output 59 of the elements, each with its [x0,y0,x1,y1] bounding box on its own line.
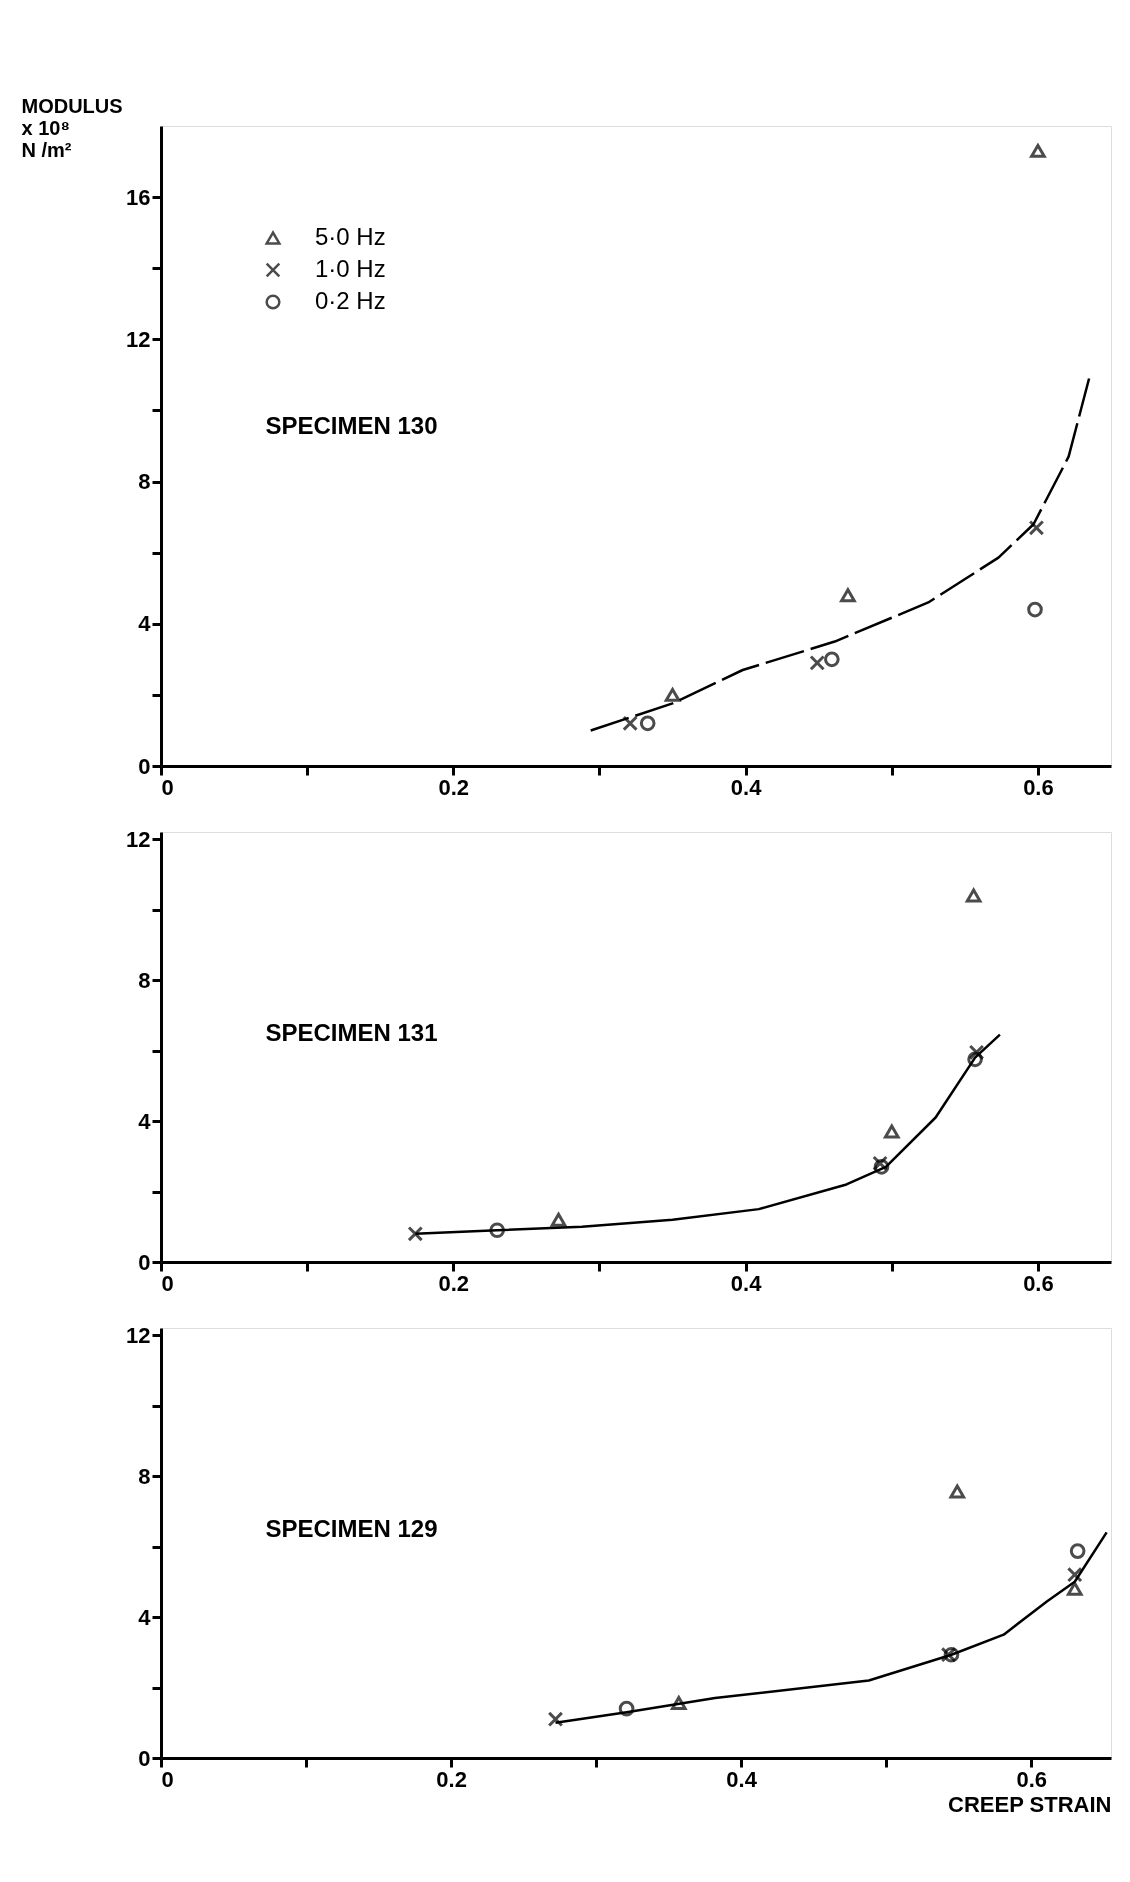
point [1066,1566,1083,1583]
x-tick-label: 0.6 [1023,1270,1054,1296]
point [670,1696,687,1710]
x-tick-label: 0.6 [1023,774,1054,800]
x-tick-label: 0.2 [436,1766,467,1792]
y-tick-label: 8 [138,967,151,993]
legend-label: 0·2 Hz [315,287,386,314]
point [664,687,681,702]
point [489,1222,505,1239]
y-tick-label: 0 [138,1745,151,1771]
y-tick-label: 16 [126,184,151,210]
annotation: SPECIMEN 130 [265,411,438,439]
y-tick-label: 4 [138,611,152,637]
line-series [589,377,1091,732]
point [809,655,826,671]
legend-label: 1·0 Hz [315,255,386,282]
y-tick-label: 8 [138,469,151,495]
point [1028,519,1045,536]
y-tick-label: 4 [138,1108,152,1134]
point [968,1044,985,1061]
y-tick-label: 12 [126,326,151,352]
y-tick-label: 8 [138,1463,151,1489]
x-tick-label: 0 [161,1766,174,1792]
y-tick-label: 12 [126,1322,151,1348]
point [840,588,856,603]
point [622,715,638,732]
legend-label: 5·0 Hz [315,223,386,250]
x-tick-label: 0.4 [730,774,763,800]
point [639,715,656,732]
point [1069,1543,1086,1559]
annotation: SPECIMEN 129 [265,1515,438,1543]
point [550,1212,567,1227]
point [883,1124,900,1139]
point [547,1711,564,1728]
y-tick-label: 4 [138,1604,152,1630]
point [618,1700,635,1717]
point [967,1051,983,1068]
point [965,888,982,903]
y-tick-label: 0 [138,1249,151,1275]
x-tick-label: 0 [161,774,174,800]
x-axis-title: CREEP STRAIN [948,1791,1112,1817]
point [872,1155,888,1172]
point [824,651,840,668]
point [1027,601,1043,618]
y-axis-title: MODULUS x 10⁸ N /m² [21,94,123,161]
annotation: SPECIMEN 131 [265,1019,438,1047]
x-tick-label: 0.6 [1016,1766,1048,1792]
y-tick-label: 0 [138,753,151,779]
point [407,1225,424,1242]
point [873,1159,890,1175]
point [1066,1581,1083,1596]
x-tick-label: 0.4 [730,1270,763,1296]
x-tick-label: 0 [161,1270,174,1296]
x-tick-label: 0.2 [438,774,470,800]
point [1030,143,1046,158]
y-tick-label: 12 [126,826,151,852]
x-tick-label: 0.2 [438,1270,470,1296]
point [949,1484,966,1499]
x-tick-label: 0.4 [726,1766,758,1792]
